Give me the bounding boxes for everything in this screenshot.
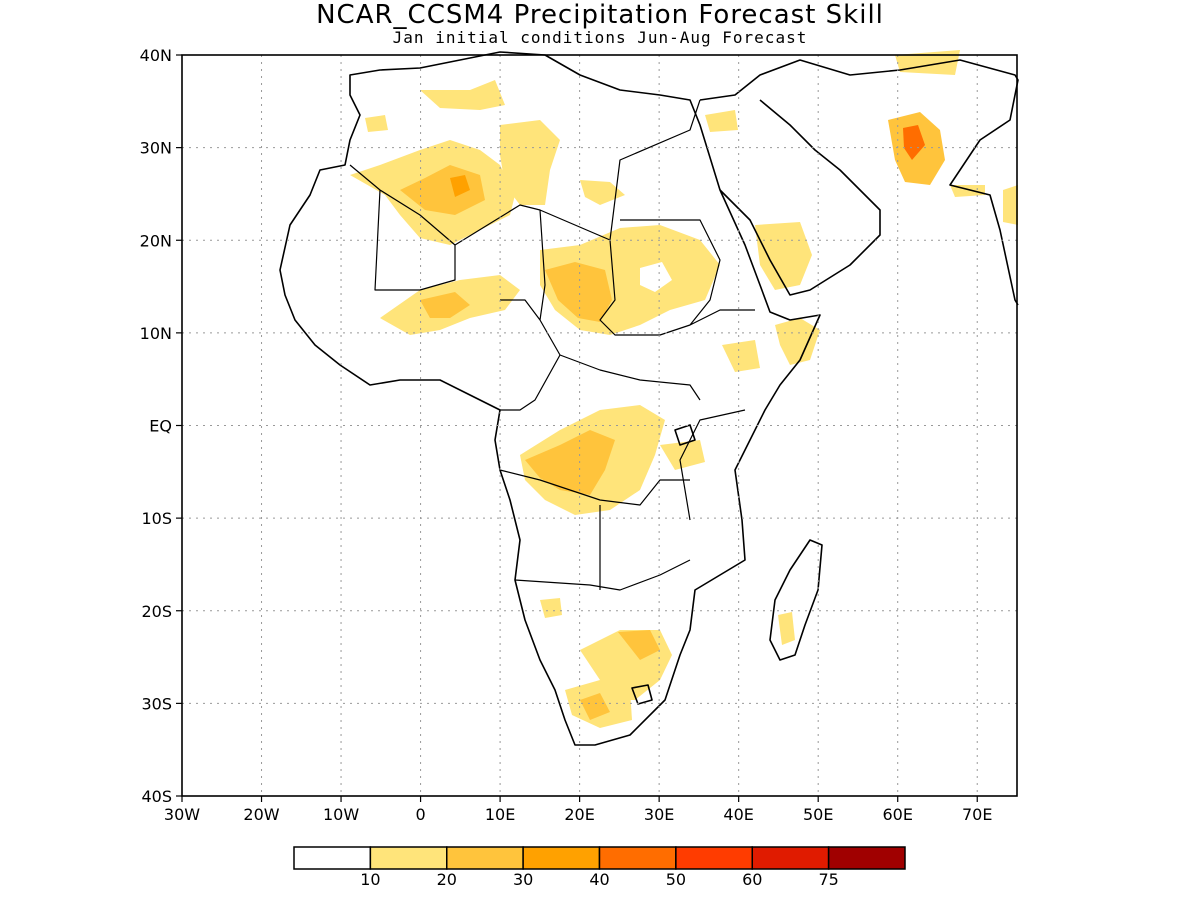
skill-core-pakistan [903, 125, 925, 160]
lat-tick-label: 40S [141, 787, 172, 806]
skill-region-madagascar [778, 612, 795, 645]
madagascar-coastline [769, 539, 823, 661]
skill-core-congo [525, 430, 615, 495]
lon-tick-label: 30W [164, 805, 200, 824]
skill-core-south-africa-east [618, 630, 660, 660]
coastlines [279, 51, 1019, 746]
colorbar-segment [827, 846, 906, 870]
country-borders [349, 99, 755, 591]
lon-tick-label: 30E [644, 805, 674, 824]
skill-region-egypt [580, 180, 625, 205]
skill-region-libya [500, 120, 560, 205]
colorbar: 10 20 30 40 50 60 75 [293, 846, 906, 889]
lon-tick-label: 70E [962, 805, 992, 824]
skill-region-ethiopia [722, 340, 760, 372]
colorbar-segment [522, 846, 601, 870]
lat-tick-label: 10N [140, 324, 172, 343]
lon-tick-label: 10W [323, 805, 359, 824]
map-grid [176, 54, 1017, 802]
colorbar-segment [675, 846, 753, 870]
skill-core-sahel-west [420, 292, 470, 318]
colorbar-label: 60 [742, 870, 762, 889]
skill-region-morocco [365, 115, 388, 132]
colorbar-segment [369, 846, 448, 870]
lake-victoria [674, 424, 696, 446]
skill-region-yemen [755, 222, 812, 290]
colorbar-label: 10 [360, 870, 380, 889]
colorbar-label: 40 [589, 870, 609, 889]
skill-hole-sudan [640, 262, 672, 292]
colorbar-label: 20 [437, 870, 457, 889]
lat-tick-label: 20S [141, 602, 172, 621]
lon-tick-label: 20E [564, 805, 594, 824]
lon-tick-label: 60E [882, 805, 912, 824]
skill-peak-west-sahara [450, 175, 470, 197]
lat-tick-label: EQ [149, 417, 172, 436]
colorbar-segment [598, 846, 677, 870]
map-frame [181, 54, 1018, 797]
lon-tick-label: 40E [723, 805, 753, 824]
skill-region-namibia [540, 598, 562, 618]
map-title: NCAR_CCSM4 Precipitation Forecast Skill [316, 0, 884, 30]
skill-region-sinai [705, 110, 738, 132]
lat-tick-label: 10S [141, 509, 172, 528]
skill-core-chad [545, 262, 612, 322]
lon-tick-label: 20W [243, 805, 279, 824]
lon-tick-label: 10E [485, 805, 515, 824]
skill-core-south-africa-south [580, 693, 610, 720]
arabia-coastline [699, 59, 1019, 306]
map-subtitle: Jan initial conditions Jun-Aug Forecast [392, 28, 808, 47]
colorbar-segment [751, 846, 830, 870]
skill-region-horn [775, 318, 820, 365]
lat-tick-label: 30N [140, 139, 172, 158]
skill-shading [350, 50, 1018, 728]
lat-tick-label: 40N [140, 46, 172, 65]
colorbar-segment [446, 846, 524, 870]
colorbar-label: 75 [818, 870, 838, 889]
africa-coastline [279, 51, 821, 746]
skill-region-iran-south [895, 50, 960, 75]
skill-region-algeria-north [420, 80, 505, 110]
arabia-peninsula [719, 99, 881, 296]
colorbar-label: 30 [513, 870, 533, 889]
colorbar-label: 50 [666, 870, 686, 889]
skill-region-india-sw [1003, 185, 1018, 225]
lesotho [631, 684, 653, 705]
colorbar-segment [293, 846, 372, 870]
lat-tick-label: 30S [141, 694, 172, 713]
lat-tick-label: 20N [140, 231, 172, 250]
lon-tick-label: 50E [803, 805, 833, 824]
lon-tick-label: 0 [415, 805, 425, 824]
